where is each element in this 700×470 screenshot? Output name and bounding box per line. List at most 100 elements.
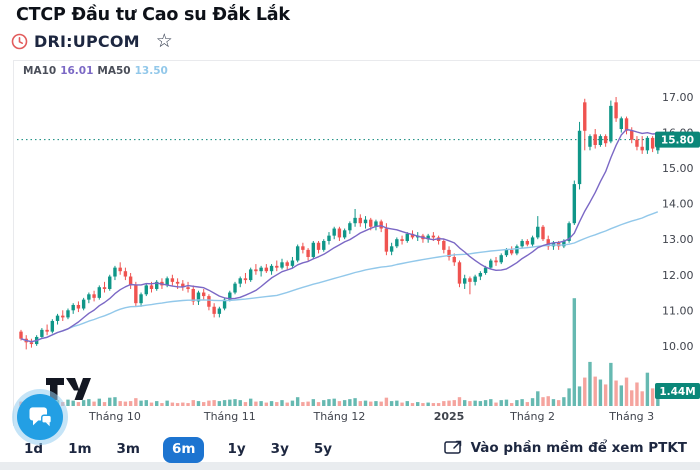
volume-bar — [452, 400, 456, 406]
range-1y[interactable]: 1y — [225, 439, 247, 461]
candle-body — [40, 329, 44, 337]
range-6m[interactable]: 6m — [163, 437, 205, 463]
candle-body — [473, 276, 477, 282]
open-ptkt-link[interactable]: Vào phần mềm để xem PTKT — [443, 439, 687, 456]
volume-bar — [640, 391, 644, 406]
ma-legend: MA10 16.01 MA50 13.50 — [23, 65, 168, 77]
range-1d[interactable]: 1d — [22, 439, 45, 461]
candle-body — [520, 240, 524, 247]
candle-body — [118, 267, 122, 272]
volume-bar — [97, 398, 101, 406]
candle-body — [123, 271, 128, 277]
candle-body — [217, 308, 222, 314]
range-3m[interactable]: 3m — [115, 439, 142, 461]
cta-label: Vào phần mềm để xem PTKT — [470, 439, 687, 456]
candle-body — [504, 249, 509, 256]
candle-body — [426, 235, 430, 240]
candle-body — [363, 219, 368, 224]
volume-bar — [421, 403, 425, 406]
volume-bar — [562, 397, 566, 406]
candle-body — [635, 139, 639, 147]
volume-bar — [306, 401, 310, 406]
candle-body — [452, 256, 456, 263]
y-axis-label: 13.00 — [662, 233, 694, 246]
candle-body — [207, 296, 211, 307]
candle-body — [515, 246, 519, 254]
volume-bar — [499, 400, 503, 406]
candle-body — [624, 118, 629, 131]
volume-bar — [311, 399, 316, 406]
volume-bar — [259, 401, 263, 406]
candle-body — [619, 118, 623, 129]
candle-body — [81, 299, 86, 309]
candle-body — [468, 278, 472, 282]
volume-bar — [395, 400, 399, 406]
volume-bar — [102, 402, 107, 406]
y-axis-label: 10.00 — [662, 340, 694, 353]
candle-body — [322, 240, 326, 250]
candle-body — [222, 299, 227, 309]
candle-body — [45, 329, 49, 332]
candle-body — [562, 240, 566, 247]
volume-bar — [353, 398, 357, 406]
y-axis-label: 17.00 — [662, 91, 694, 104]
price-badge-label: 15.80 — [661, 135, 694, 147]
volume-bar — [61, 402, 65, 406]
candle-body — [332, 228, 336, 236]
candle-body — [97, 287, 101, 298]
candle-body — [494, 260, 498, 263]
candle-body — [285, 262, 289, 266]
ma50-line — [20, 211, 659, 343]
candle-body — [457, 262, 462, 284]
candle-body — [238, 278, 242, 284]
volume-bar — [332, 398, 336, 406]
volume-bar — [593, 376, 597, 406]
volume-bar — [285, 402, 289, 406]
star-watchlist-icon[interactable]: ☆ — [155, 30, 173, 52]
candle-body — [348, 223, 352, 231]
ticker-symbol: DRI:UPCOM — [34, 32, 140, 51]
volume-bar — [609, 362, 613, 406]
volume-bar — [431, 403, 436, 406]
range-1m[interactable]: 1m — [66, 439, 93, 461]
candle-body — [588, 136, 592, 147]
candle-body — [447, 249, 451, 257]
candle-body — [499, 255, 503, 263]
candle-body — [509, 249, 514, 254]
volume-bar — [92, 401, 96, 406]
candle-body — [400, 239, 404, 241]
candle-body — [536, 226, 540, 238]
volume-bar — [181, 402, 185, 406]
chat-support-button[interactable] — [17, 394, 63, 440]
range-5y[interactable]: 5y — [312, 439, 334, 461]
volume-bar — [379, 401, 383, 406]
volume-bar — [400, 402, 404, 406]
candle-body — [614, 102, 618, 119]
volume-bar — [363, 400, 368, 406]
candle-body — [645, 137, 650, 151]
volume-bar — [160, 403, 164, 406]
x-axis-label: Tháng 10 — [88, 410, 141, 423]
candle-body — [181, 283, 185, 288]
candle-body — [259, 267, 263, 272]
volume-bar — [567, 388, 571, 406]
tradingview-logo[interactable] — [44, 377, 108, 405]
price-volume-chart[interactable]: 17.0016.0015.0014.0013.0012.0011.0010.00… — [14, 61, 700, 426]
candle-body — [379, 221, 383, 229]
range-3y[interactable]: 3y — [269, 439, 291, 461]
candle-body — [165, 278, 169, 286]
candle-body — [353, 217, 357, 224]
volume-bar — [264, 402, 269, 406]
candle-body — [175, 281, 180, 284]
volume-bar — [238, 400, 242, 406]
volume-bar — [624, 377, 629, 406]
candle-body — [61, 315, 65, 318]
candle-body — [567, 223, 571, 241]
page-title: CTCP Đầu tư Cao su Đắk Lắk — [16, 5, 290, 25]
candle-body — [29, 342, 34, 345]
volume-bar — [71, 400, 75, 406]
volume-bar — [447, 400, 451, 406]
volume-bar — [463, 400, 467, 406]
volume-bar — [630, 390, 634, 406]
volume-bar — [614, 380, 618, 406]
